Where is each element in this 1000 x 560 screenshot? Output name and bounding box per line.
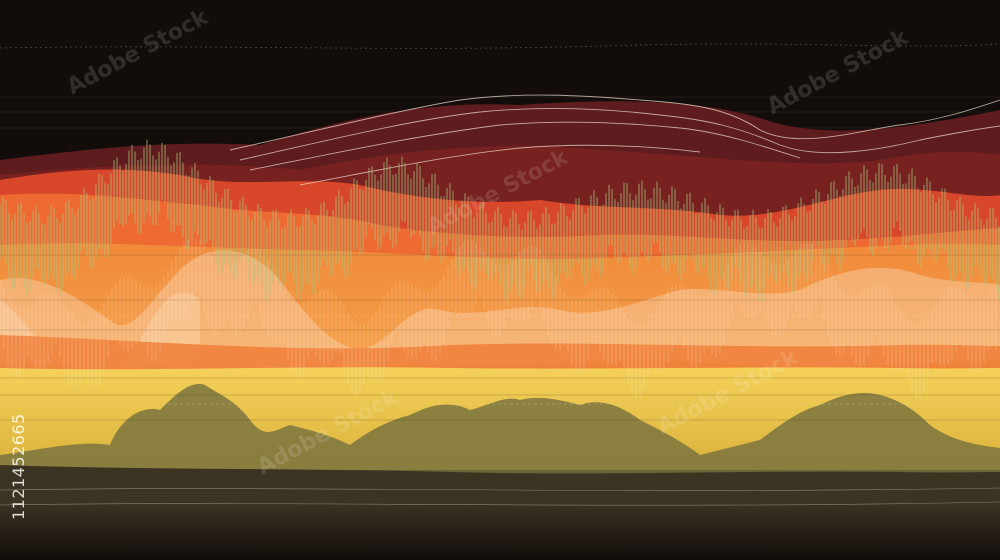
deep-orange-strip: [0, 335, 1000, 372]
stock-image-id: 1121452665: [9, 413, 28, 520]
contour-lines-upper: [229, 94, 1000, 186]
pale-spike-waveform: [0, 238, 997, 400]
light-guide-lines: [0, 315, 1000, 506]
spike-waveform: [0, 139, 1000, 302]
horizontal-guide-lines: [0, 254, 1000, 421]
olive-silhouette: [0, 384, 1000, 480]
peach-wave-layer: [0, 250, 1000, 371]
bottom-fade: [0, 500, 1000, 560]
